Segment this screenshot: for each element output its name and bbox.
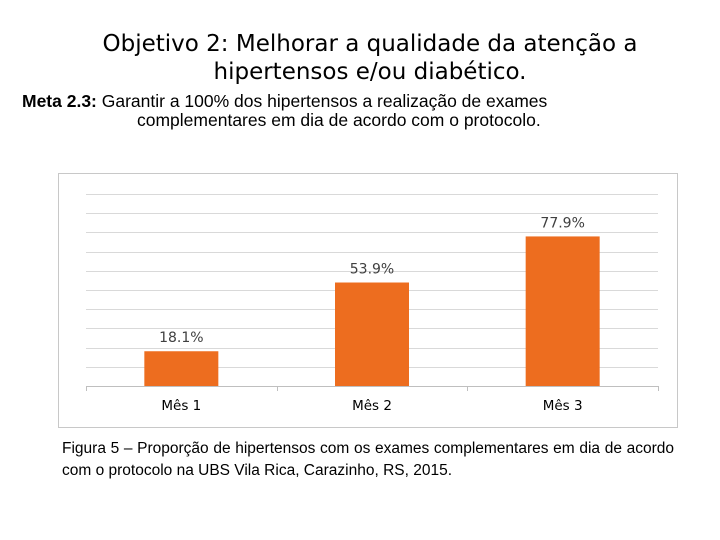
goal-description: Meta 2.3: Garantir a 100% dos hipertenso… (22, 92, 698, 130)
bar-2 (335, 282, 409, 386)
chart-canvas: 18.1% Mês 1 53.9% Mês 2 77.9% Mês 3 (86, 194, 659, 414)
category-label-2: Mês 2 (352, 398, 392, 414)
data-label-1: 18.1% (159, 330, 203, 346)
bar-chart: 18.1% Mês 1 53.9% Mês 2 77.9% Mês 3 (58, 173, 678, 428)
goal-text-1: Garantir a 100% dos hipertensos a realiz… (96, 91, 548, 111)
data-label-3: 77.9% (540, 215, 584, 231)
goal-line-1: Meta 2.3: Garantir a 100% dos hipertenso… (22, 92, 698, 111)
bar-3 (525, 236, 600, 386)
category-label-1: Mês 1 (161, 398, 201, 414)
data-label-2: 53.9% (350, 262, 394, 278)
goal-label: Meta 2.3: (22, 91, 97, 111)
category-label-3: Mês 3 (543, 398, 583, 414)
bar-1 (144, 351, 219, 386)
goal-text-2: complementares em dia de acordo com o pr… (137, 110, 541, 130)
slide-title: Objetivo 2: Melhorar a qualidade da aten… (102, 31, 638, 85)
figure-caption: Figura 5 – Proporção de hipertensos com … (62, 440, 674, 479)
